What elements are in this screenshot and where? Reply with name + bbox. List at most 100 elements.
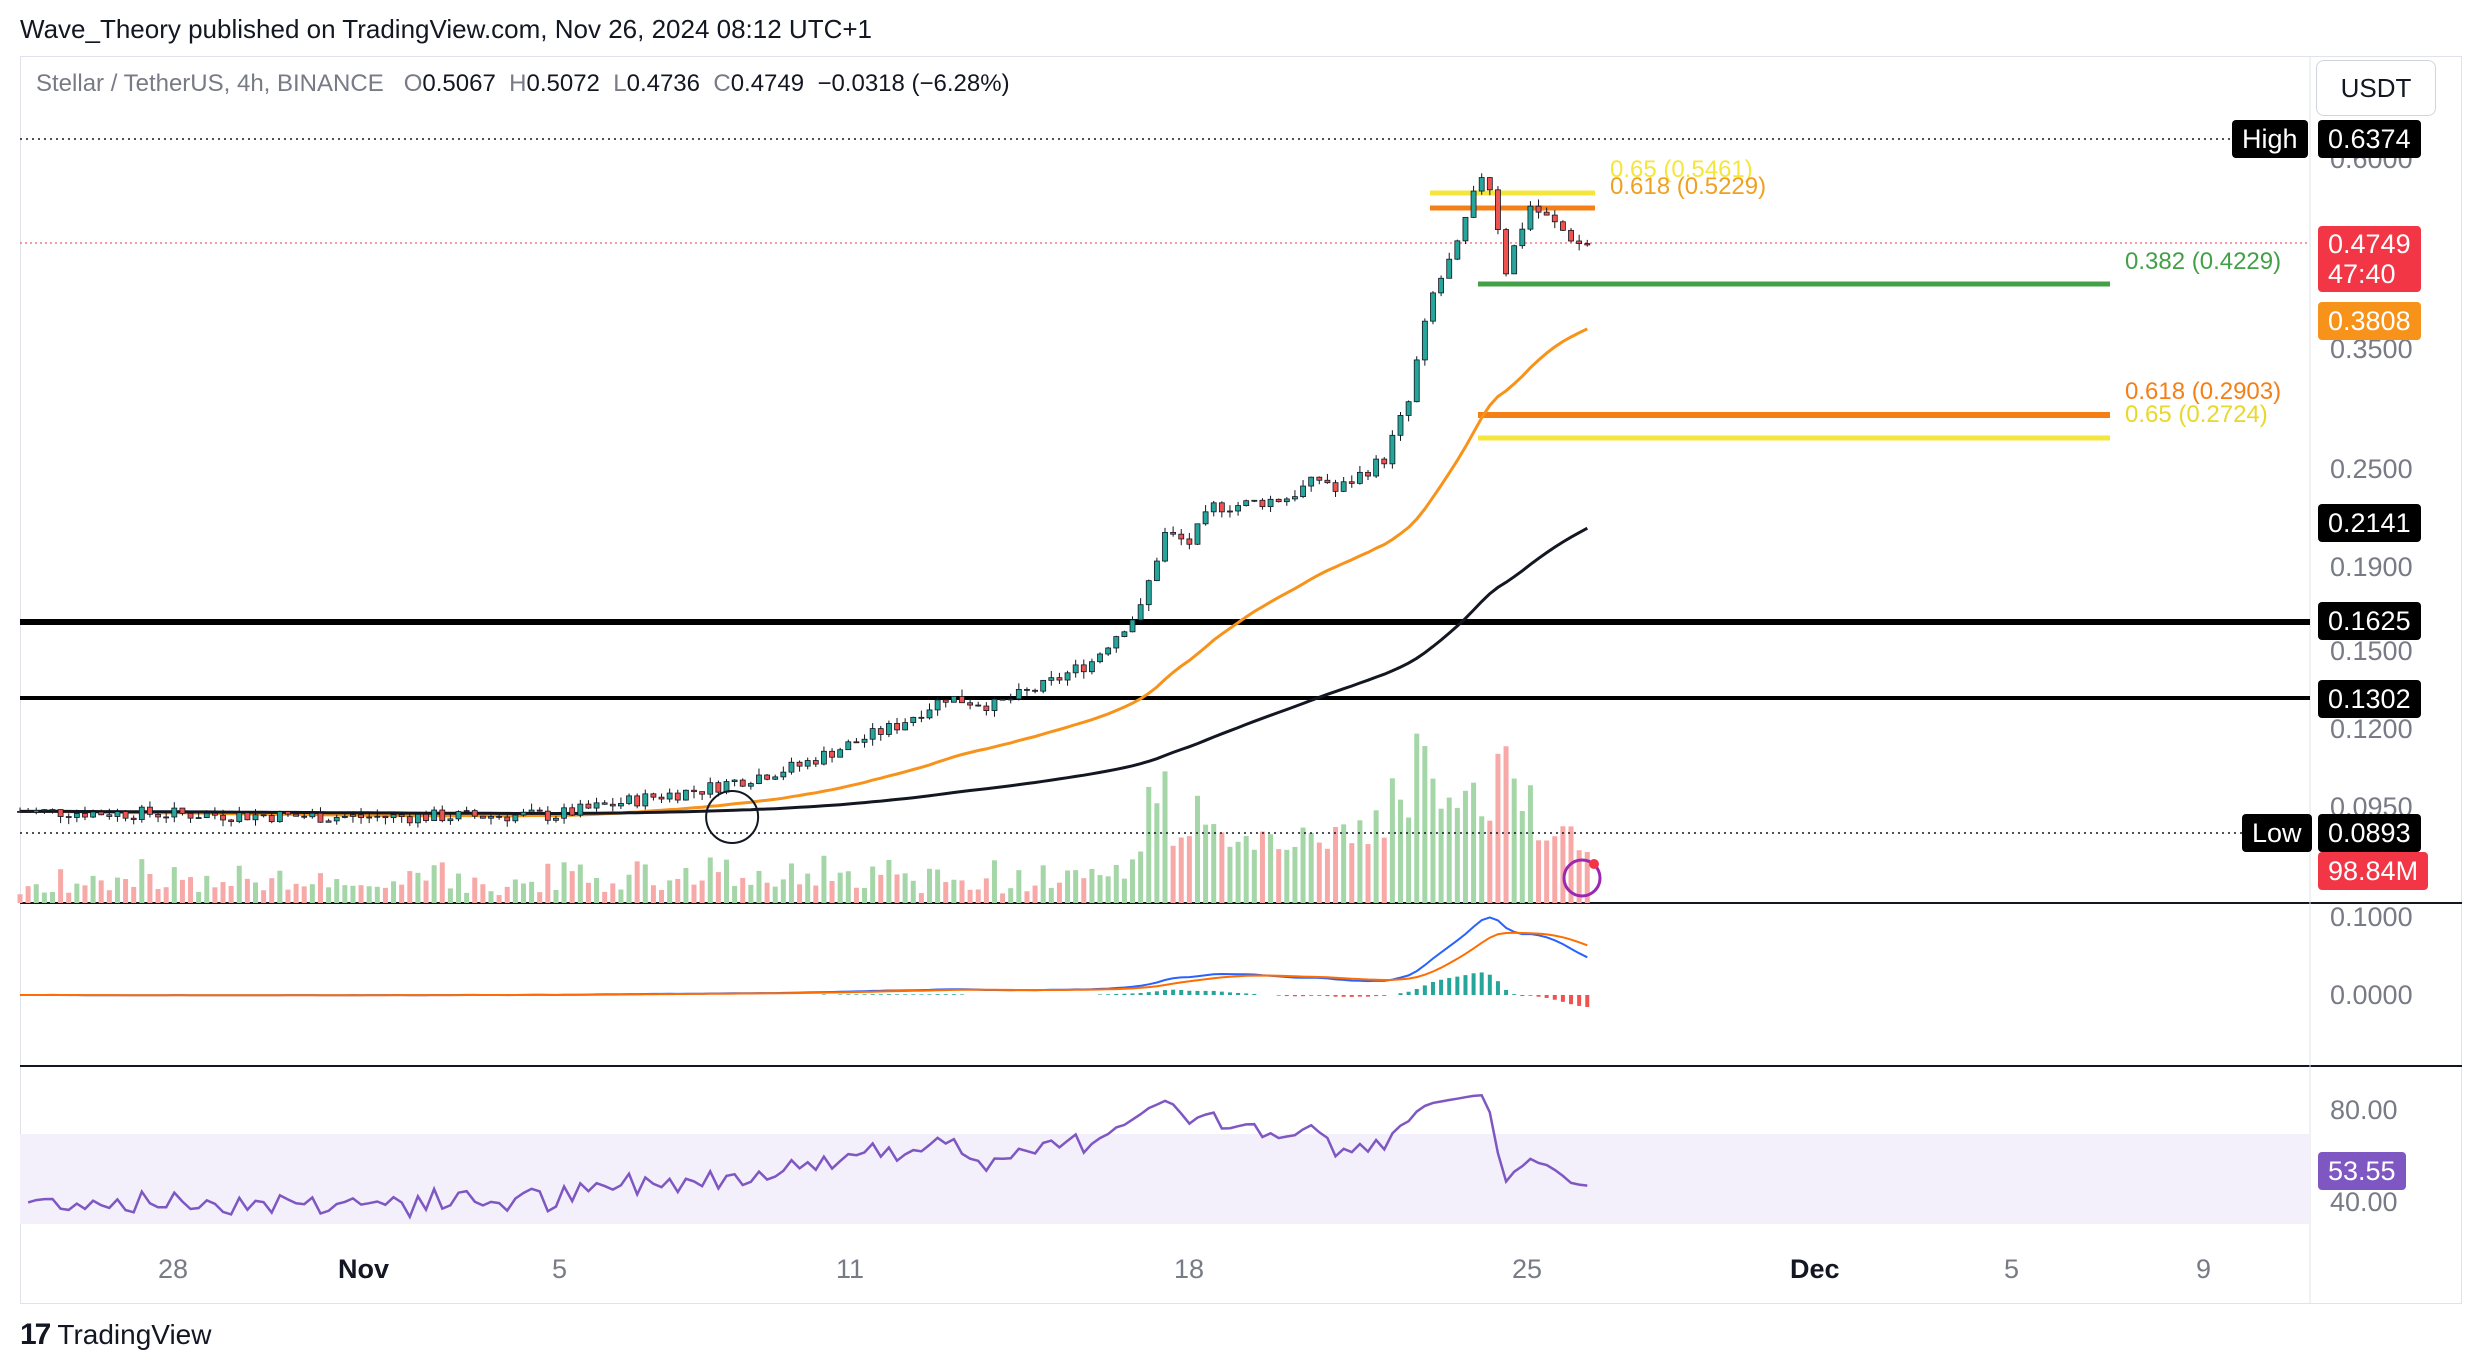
candle-body [1584,243,1591,246]
candle-body [244,812,251,821]
volume-bar [374,886,380,903]
fib-upper-065-label: 0.65 (0.5461) [1610,156,1753,183]
volume-bar [683,868,689,903]
candle-body [431,809,438,821]
macd-hist-bar [935,994,940,995]
volume-bar [1113,865,1119,903]
volume-bar [1527,785,1533,903]
candle-body [642,793,649,807]
candle-body [1194,523,1201,545]
volume-bar [805,873,811,903]
candle-body [1202,511,1209,525]
candle-body [1064,672,1071,681]
volume-bar [188,877,194,903]
price-change: −0.0318 (−6.28%) [817,70,1010,97]
volume-bar [1227,846,1233,903]
candle-body [1316,476,1323,481]
candle-body [317,812,324,823]
volume-bar [1552,836,1558,903]
candle-body [983,705,990,711]
volume-bar [529,881,535,903]
candle-body [626,795,632,804]
macd-hist-bar [959,994,964,995]
symbol-ohlc-line[interactable]: Stellar / TetherUS, 4h, BINANCE O0.5067 … [36,70,1010,98]
candle-body [1153,560,1160,582]
candle-body [114,811,121,817]
candle-body [488,815,494,819]
price-candles [17,173,1591,828]
candle-body [544,810,551,821]
candle-body [1251,499,1258,502]
macd-hist-bar [1487,974,1492,995]
macd-hist-bar [1439,979,1444,995]
volume-bar [1308,832,1314,903]
volume-bar [277,870,283,903]
rsi-pane [20,1093,2310,1224]
open-value: 0.5067 [422,70,496,97]
low-label: L [613,70,627,97]
volume-bar [147,874,153,903]
volume-bar [723,859,729,903]
macd-hist-bar [1544,995,1549,998]
candle-body [780,771,787,778]
candle-body [1446,258,1453,279]
candle-body [1340,481,1347,492]
volume-bar [1324,848,1330,903]
candle-body [553,817,559,821]
candle-body [1267,498,1274,508]
candle-body [577,803,584,816]
time-label-11: 11 [836,1254,865,1284]
candle-body [634,795,641,807]
volume-bar [326,887,332,903]
macd-hist-bar [1284,995,1289,997]
volume-bar [293,883,299,903]
volume-bar [1316,842,1322,903]
volume-bar [269,878,275,903]
candle-body [236,812,243,822]
candle-body [601,802,608,805]
volume-bar [1276,849,1282,903]
volume-bar [837,872,843,903]
volume-bar [155,889,161,903]
candle-body [853,741,860,744]
currency-button[interactable]: USDT [2316,60,2436,116]
candle-body [285,811,291,815]
candle-body [756,774,762,784]
volume-bar [334,879,340,903]
candle-body [1308,476,1315,487]
volume-bar [902,873,908,903]
candle-body [447,818,454,822]
volume-bar [740,877,746,903]
candle-body [155,813,161,818]
candle-body [1365,471,1371,477]
tradingview-logo[interactable]: 17 TradingView [20,1318,211,1352]
volume-bar [366,886,372,903]
chart-frame [20,56,2462,1304]
candle-body [1145,580,1152,606]
volume-bar [1032,885,1038,903]
candle-body [1275,498,1282,503]
volume-bar [1211,824,1217,903]
macd-hist-bar [1219,991,1224,995]
candle-body [691,789,697,793]
candle-body [739,779,746,787]
volume-bar [25,886,31,903]
candle-body [138,806,145,820]
volume-bar [659,890,665,903]
candle-body [350,814,356,817]
candle-body [171,807,178,818]
time-label-28: 28 [158,1254,189,1284]
volume-bar [350,885,356,903]
macd-hist-bar [1422,985,1427,995]
candle-body [1397,415,1404,436]
candle-body [747,783,754,787]
volume-bar [212,887,218,903]
candle-body [406,816,413,824]
volume-bar [975,889,981,903]
macd-hist-bar [1301,995,1306,997]
candle-body [309,812,316,818]
volume-bar [1203,824,1209,903]
macd-hist-bar [1122,993,1127,995]
macd-hist-bar [1154,991,1159,995]
